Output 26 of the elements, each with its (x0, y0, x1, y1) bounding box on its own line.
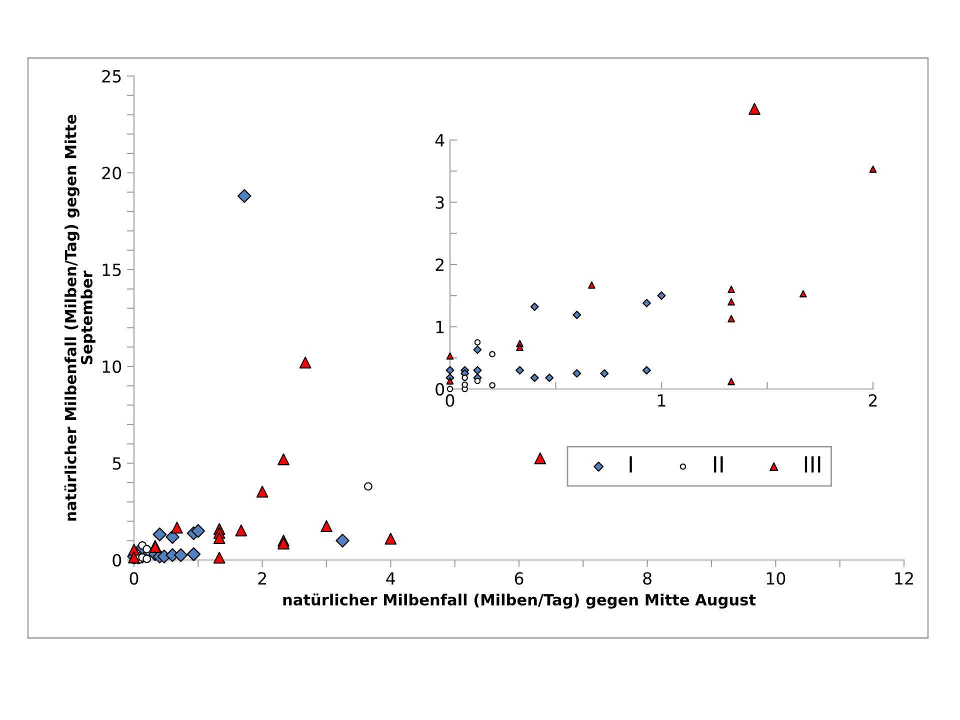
y-tick-label: 0 (112, 554, 122, 567)
x-tick-label: 2 (868, 394, 877, 407)
x-tick-label: 0 (446, 394, 454, 407)
y-tick-label: 10 (102, 360, 122, 373)
x-tick-label: 1 (658, 394, 666, 407)
x-tick-label: 6 (514, 572, 524, 585)
x-tick-label: 0 (130, 572, 138, 585)
x-axis-title: natürlicher Milbenfall (Milben/Tag) gegen Mitte August (283, 593, 756, 609)
x-tick-label: 2 (258, 572, 266, 584)
y-tick-label: 0 (436, 382, 444, 396)
legend-label: II (714, 456, 723, 472)
y-tick-label: 4 (435, 134, 444, 146)
y-tick-label: 5 (112, 457, 121, 470)
legend-label: I (630, 456, 632, 472)
legend-label: III (804, 456, 820, 472)
x-tick-label: 4 (386, 572, 396, 584)
y-tick-label: 25 (102, 70, 121, 83)
y-tick-label: 2 (436, 258, 444, 271)
y-tick-label: 20 (102, 166, 122, 180)
y-axis-title: natürlicher Milbenfall (Milben/Tag) gegen Mitte September (64, 114, 96, 521)
y-tick-label: 15 (102, 264, 121, 276)
x-tick-label: 8 (643, 572, 652, 585)
y-tick-label: 3 (436, 196, 444, 209)
x-tick-label: 12 (895, 572, 913, 584)
x-tick-label: 10 (766, 572, 786, 585)
y-tick-label: 1 (436, 320, 444, 334)
